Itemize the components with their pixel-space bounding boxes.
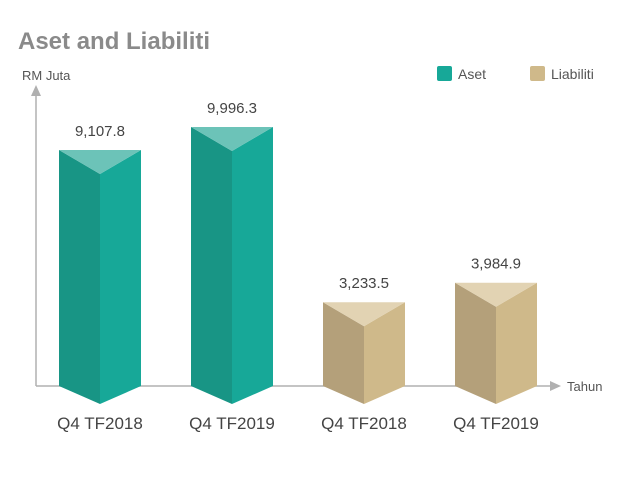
x-axis-arrow	[550, 381, 561, 391]
bar-value-label: 9,107.8	[75, 123, 125, 140]
y-axis-arrow	[31, 85, 41, 96]
bar-left-face	[59, 150, 100, 404]
bar-4	[455, 282, 537, 404]
x-axis-label: Tahun	[567, 379, 602, 394]
category-tick-label: Q4 TF2019	[453, 414, 539, 433]
bar-top-face	[59, 150, 141, 174]
bar-left-face	[191, 126, 232, 404]
category-tick-label: Q4 TF2018	[57, 414, 143, 433]
bar-right-face	[496, 282, 537, 404]
category-tick-label: Q4 TF2018	[321, 414, 407, 433]
bar-top-face	[455, 282, 537, 307]
bar-right-face	[364, 302, 405, 404]
bar-3	[323, 302, 405, 404]
legend-swatch-aset	[437, 66, 452, 81]
bar-value-label: 3,233.5	[339, 275, 389, 292]
bar-left-face	[323, 302, 364, 404]
bar-left-face	[455, 282, 496, 404]
bars-layer: 9,107.8 Q4 TF2018 9,996.3 Q4 TF2019 3,233.5 Q…	[57, 100, 539, 433]
bar-1	[59, 150, 141, 404]
legend-swatch-liabiliti	[530, 66, 545, 81]
bar-value-label: 3,984.9	[471, 256, 521, 273]
category-tick-label: Q4 TF2019	[189, 414, 275, 433]
bar-top-face	[323, 302, 405, 327]
chart-title: Aset and Liabiliti	[18, 28, 211, 55]
bar-right-face	[232, 126, 273, 404]
bar-value-label: 9,996.3	[207, 100, 257, 117]
bar-2	[191, 126, 273, 404]
bar-top-face	[191, 126, 273, 151]
legend-label-liabiliti: Liabiliti	[551, 66, 594, 82]
bar-right-face	[100, 150, 141, 404]
y-axis-label: RM Juta	[22, 68, 71, 83]
legend-label-aset: Aset	[458, 66, 486, 82]
